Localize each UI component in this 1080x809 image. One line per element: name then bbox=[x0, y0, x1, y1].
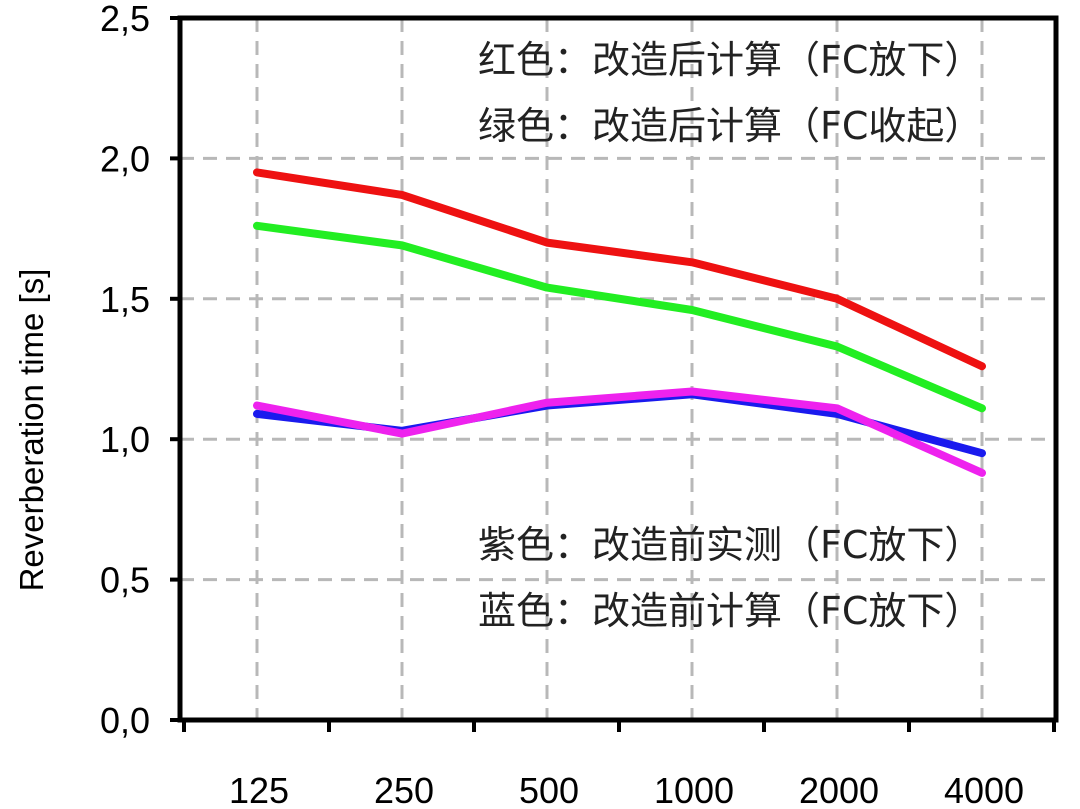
x-tick-label: 2000 bbox=[799, 770, 879, 809]
data-point-green bbox=[255, 223, 259, 228]
data-point-green bbox=[400, 243, 404, 248]
data-point-magenta bbox=[255, 403, 259, 408]
data-point-red bbox=[400, 192, 404, 197]
data-point-green bbox=[690, 308, 694, 312]
series-lines bbox=[253, 168, 986, 477]
data-point-blue bbox=[980, 451, 984, 456]
y-tick-label: 1,5 bbox=[100, 279, 150, 320]
data-point-green bbox=[545, 285, 549, 290]
x-tick-label: 4000 bbox=[944, 770, 1024, 809]
annotation-magenta: 紫色：改造前实测（FC放下） bbox=[478, 523, 982, 567]
data-point-magenta bbox=[545, 400, 549, 405]
annotation-green: 绿色：改造后计算（FC收起） bbox=[478, 104, 982, 148]
x-tick-label: 250 bbox=[374, 770, 434, 809]
x-tick-label: 500 bbox=[519, 770, 579, 809]
series-line-red bbox=[253, 168, 986, 371]
annotation-blue: 蓝色：改造前计算（FC放下） bbox=[478, 589, 982, 633]
data-point-red bbox=[835, 296, 839, 301]
data-point-green bbox=[980, 406, 984, 411]
y-tick-label: 0,0 bbox=[100, 700, 150, 741]
y-tick-label: 2,5 bbox=[100, 0, 150, 39]
data-point-blue bbox=[255, 411, 259, 416]
series-line-green bbox=[253, 221, 986, 413]
y-tick-label: 0,5 bbox=[100, 560, 150, 601]
series-line-magenta bbox=[253, 387, 986, 477]
x-tick-label: 1000 bbox=[654, 770, 734, 809]
data-point-magenta bbox=[400, 431, 404, 436]
data-point-red bbox=[545, 240, 549, 245]
data-point-green bbox=[835, 344, 839, 349]
annotation-red: 红色：改造后计算（FC放下） bbox=[478, 38, 982, 82]
data-point-red bbox=[690, 260, 694, 265]
y-axis-label: Reverberation time [s] bbox=[13, 269, 50, 592]
y-tick-label: 2,0 bbox=[100, 138, 150, 179]
data-point-red bbox=[980, 364, 984, 369]
gridlines bbox=[180, 18, 1056, 720]
y-tick-label: 1,0 bbox=[100, 419, 150, 460]
data-point-red bbox=[255, 170, 259, 175]
x-tick-label: 125 bbox=[229, 770, 289, 809]
data-point-magenta bbox=[835, 406, 839, 411]
data-point-magenta bbox=[690, 389, 694, 394]
data-point-magenta bbox=[980, 470, 984, 475]
axis-ticks: 0,0 0,5 1,0 1,5 2,0 2,5 125 250 500 1000 2000 4000 bbox=[100, 0, 1056, 809]
